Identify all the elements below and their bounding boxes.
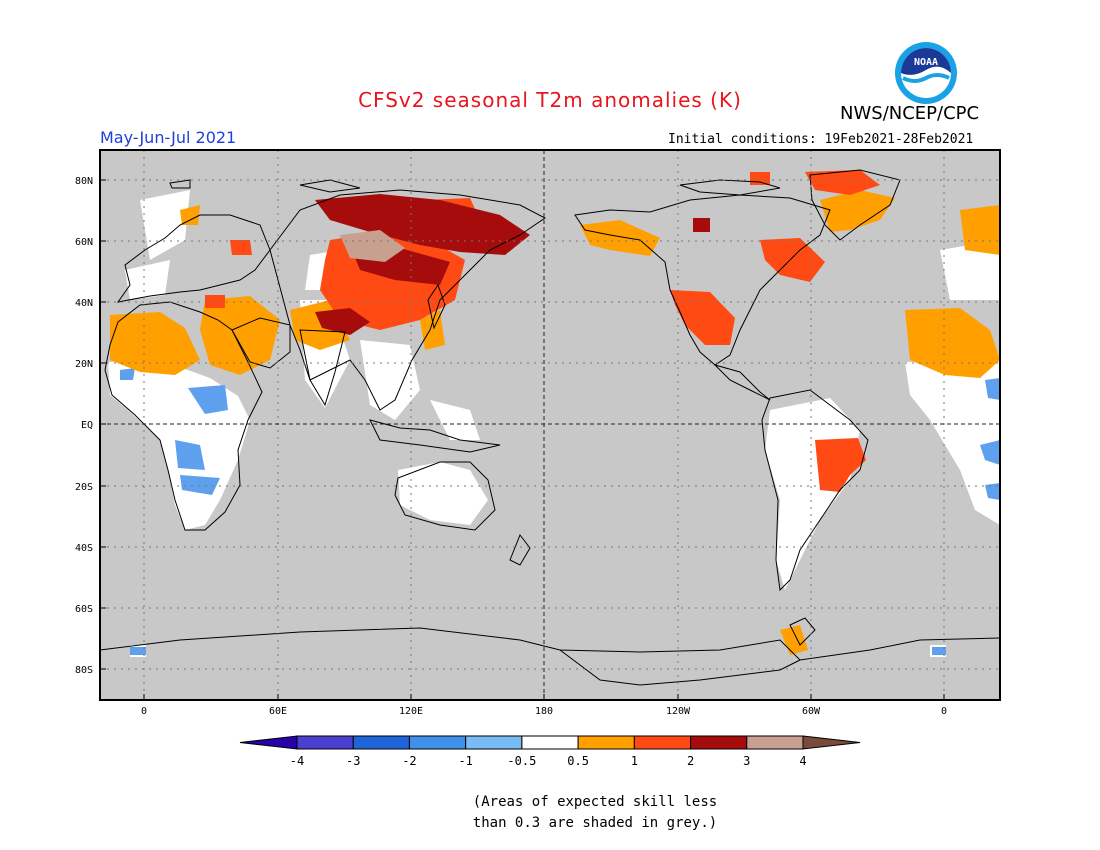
- legend-swatch: [521, 735, 579, 750]
- graticule: [100, 150, 1000, 700]
- positive-anomaly-tan-regions: [340, 230, 405, 262]
- legend-label: -4: [290, 754, 304, 768]
- lon-label-60e: 60E: [269, 706, 287, 717]
- legend-label: 2: [687, 754, 694, 768]
- map-frame: [99, 149, 1001, 701]
- legend-swatch: [465, 735, 523, 750]
- anomaly-map: 80N 60N 40N 20N EQ 20S 40S 60S 80S 0 60E…: [75, 149, 1001, 717]
- lat-label-60s: 60S: [75, 604, 93, 615]
- tick-marks: [100, 179, 945, 700]
- negative-anomaly-regions: [120, 213, 1000, 655]
- footnote-line-2: than 0.3 are shaded in grey.): [472, 815, 718, 831]
- lat-label-20n: 20N: [75, 359, 93, 370]
- footnote-line-1: (Areas of expected skill less: [472, 794, 718, 810]
- lat-label-eq: EQ: [81, 420, 93, 431]
- legend-swatch: [690, 735, 748, 750]
- lat-label-40s: 40S: [75, 543, 93, 554]
- initial-conditions-label: Initial conditions: 19Feb2021-28Feb2021: [668, 132, 974, 147]
- positive-anomaly-orange-regions: [110, 190, 1000, 655]
- lon-label-180: 180: [535, 706, 553, 717]
- legend-label: 0.5: [567, 754, 589, 768]
- legend-swatch: [352, 735, 410, 750]
- chart-title: CFSv2 seasonal T2m anomalies (K): [358, 88, 742, 112]
- lat-label-80n: 80N: [75, 176, 93, 187]
- color-legend: -4 -3 -2 -1 -0.5 0.5 1 2 3 4: [239, 735, 861, 768]
- lon-label-0: 0: [141, 706, 147, 717]
- legend-swatch-end-high: [802, 735, 861, 750]
- logo-text: NOAA: [914, 57, 938, 68]
- lat-label-80s: 80S: [75, 665, 93, 676]
- legend-swatch: [577, 735, 635, 750]
- legend-swatch-end-low: [239, 735, 298, 750]
- season-label: May-Jun-Jul 2021: [100, 128, 237, 147]
- legend-label: 3: [743, 754, 750, 768]
- lat-label-20s: 20S: [75, 482, 93, 493]
- equator-dateline: [100, 150, 1000, 700]
- legend-label: 4: [799, 754, 806, 768]
- lon-label-60w: 60W: [802, 706, 821, 717]
- agency-label: NWS/NCEP/CPC: [840, 103, 980, 124]
- lon-label-120e: 120E: [399, 706, 423, 717]
- skill-footnote: (Areas of expected skill less than 0.3 a…: [460, 792, 730, 834]
- lat-label-40n: 40N: [75, 298, 93, 309]
- coastlines: [100, 169, 1000, 686]
- legend-swatch: [633, 735, 692, 750]
- legend-label: -0.5: [507, 754, 536, 768]
- legend-label: -2: [402, 754, 416, 768]
- legend-swatch: [746, 735, 804, 750]
- legend-swatch: [296, 735, 354, 750]
- legend-swatch: [408, 735, 467, 750]
- noaa-logo: NOAA: [895, 42, 957, 104]
- lon-label-120w: 120W: [666, 706, 691, 717]
- legend-label: 1: [631, 754, 638, 768]
- lon-label-0-east: 0: [941, 706, 947, 717]
- positive-anomaly-darkred-regions: [315, 194, 710, 335]
- legend-label: -3: [346, 754, 360, 768]
- lat-label-60n: 60N: [75, 237, 93, 248]
- legend-label: -1: [458, 754, 472, 768]
